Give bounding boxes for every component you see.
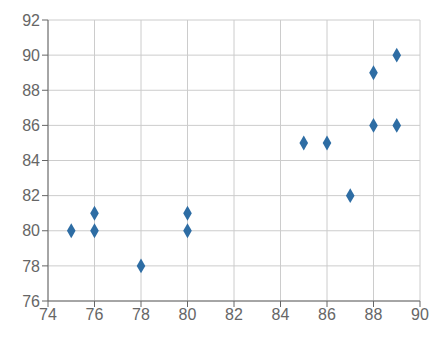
svg-text:92: 92 <box>22 12 40 29</box>
svg-text:86: 86 <box>318 306 336 323</box>
svg-text:86: 86 <box>22 117 40 134</box>
svg-text:82: 82 <box>225 306 243 323</box>
svg-text:84: 84 <box>272 306 290 323</box>
svg-text:82: 82 <box>22 187 40 204</box>
svg-text:78: 78 <box>132 306 150 323</box>
svg-text:88: 88 <box>365 306 383 323</box>
svg-text:78: 78 <box>22 258 40 275</box>
svg-text:90: 90 <box>22 47 40 64</box>
svg-text:74: 74 <box>39 306 57 323</box>
svg-text:90: 90 <box>411 306 429 323</box>
svg-text:80: 80 <box>179 306 197 323</box>
svg-text:84: 84 <box>22 152 40 169</box>
svg-text:76: 76 <box>22 293 40 310</box>
svg-text:80: 80 <box>22 222 40 239</box>
svg-text:76: 76 <box>86 306 104 323</box>
svg-text:88: 88 <box>22 82 40 99</box>
